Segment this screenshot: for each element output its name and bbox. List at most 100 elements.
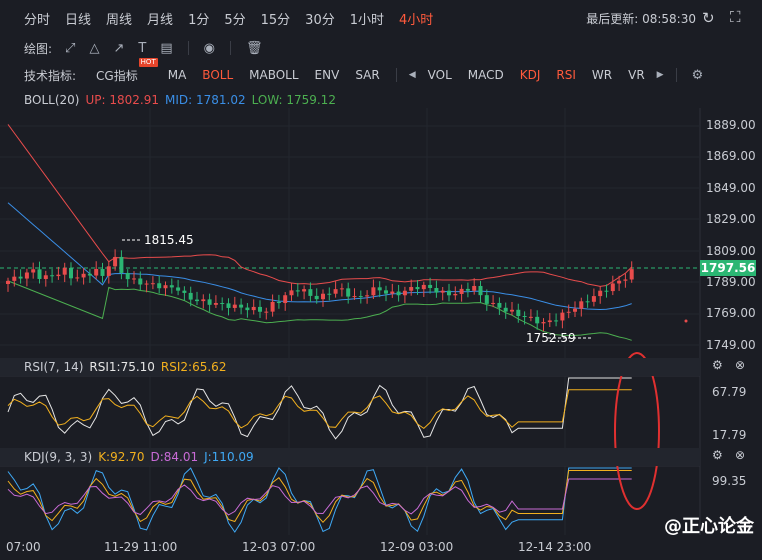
candle-body [472,285,477,291]
refresh-icon[interactable]: ↻ [702,9,715,27]
period-tab[interactable]: 周线 [106,12,133,28]
time-label: 11-29 11:00 [104,540,178,554]
candle-body [182,290,187,293]
candle-body [37,269,42,279]
candle-body [125,272,130,280]
candle-body [289,290,294,296]
kdj-legend: KDJ(9, 3, 3) K:92.70 D:84.01 J:110.09 [0,448,700,466]
fullscreen-icon[interactable]: ⛶ [730,8,741,26]
period-tab[interactable]: 分时 [24,12,51,28]
rsi-settings-icon[interactable]: ⚙ [712,358,723,372]
candle-body [585,301,590,303]
candle-body [491,302,496,304]
indicator-boll[interactable]: BOLL [202,68,234,82]
boll-upper-line [7,124,633,287]
arrow-tool-icon[interactable]: ↗ [113,40,125,56]
indicator-cg[interactable]: CG指标 HOT [96,57,158,83]
divider [187,41,189,55]
indicator-vr[interactable]: VR [628,68,645,82]
candle-body [169,285,174,288]
candle-body [358,296,363,298]
candle-body [50,275,55,277]
candle-body [497,302,502,308]
price-chart[interactable] [0,0,762,535]
candle-body [232,304,237,308]
candle-body [510,309,514,312]
indicator-vol[interactable]: VOL [427,68,452,82]
kdj-j-line [7,467,632,533]
candle-body [56,274,61,277]
text-tool-icon[interactable]: T [138,40,147,56]
trash-icon[interactable]: 🗑 [245,40,263,56]
low-price-label: 1752.59 [526,331,576,345]
indicator-sar[interactable]: SAR [355,68,380,82]
period-tab[interactable]: 1小时 [349,12,384,28]
candle-body [384,290,388,294]
indicator-kdj[interactable]: KDJ [519,68,541,82]
boll-up: UP: 1802.91 [85,93,159,107]
candle-body [207,299,212,305]
scroll-right-icon[interactable]: ▶ [656,70,664,80]
settings-icon[interactable]: ⚙ [691,67,704,83]
candle-body [610,283,615,292]
rsi2-value: RSI2:65.62 [160,360,227,374]
kdj-d-line [7,478,632,516]
draw-toolbar: 绘图: ⤢ △ ↗ T ▤ ◉ 🗑 [0,36,762,60]
time-label: 07:00 [6,540,41,554]
triangle-tool-icon[interactable]: △ [89,40,100,56]
kdj-settings-icon[interactable]: ⚙ [712,448,723,462]
candle-body [18,276,23,279]
period-tab[interactable]: 1分 [188,12,210,28]
candle-body [295,290,300,292]
candle-body [188,292,193,300]
candle-body [478,285,483,296]
period-tab[interactable]: 月线 [147,12,174,28]
indicator-env[interactable]: ENV [314,68,340,82]
time-label: 12-14 23:00 [518,540,592,554]
candle-body [346,288,351,297]
rsi1-line [7,377,632,440]
candle-body [150,283,155,285]
candle-body [314,295,319,300]
candle-body [239,304,244,308]
candle-body [390,291,395,294]
indicator-rsi[interactable]: RSI [556,68,576,82]
rsi-close-icon[interactable]: ⊗ [735,358,746,372]
candle-body [541,322,546,324]
candle-body [447,290,451,296]
ruler-tool-icon[interactable]: ▤ [160,40,173,56]
kdj-title: KDJ(9, 3, 3) [24,450,93,464]
rsi2-line [7,389,632,430]
boll-bands [7,124,633,341]
rsi-axis-label: 17.79 [712,428,747,442]
eye-icon[interactable]: ◉ [203,40,215,56]
boll-title: BOLL(20) [24,93,80,107]
hot-badge: HOT [138,57,158,67]
period-tab[interactable]: 30分 [305,12,335,28]
period-tab[interactable]: 15分 [260,12,291,28]
period-tab[interactable]: 日线 [65,12,92,28]
candle-body [333,289,338,294]
period-tab-active[interactable]: 4小时 [399,12,434,28]
indicator-macd[interactable]: MACD [467,68,504,82]
scroll-left-icon[interactable]: ◀ [408,70,416,80]
line-tool-icon[interactable]: ⤢ [65,40,76,56]
candle-body [484,295,489,304]
kdj-close-icon[interactable]: ⊗ [735,448,746,462]
price-axis-label: 1869.00 [706,149,756,164]
candle-body [402,290,407,296]
candle-body [440,290,445,293]
divider [675,68,677,82]
candle-body [31,269,36,273]
indicator-maboll[interactable]: MABOLL [249,68,299,82]
price-axis-label: 1829.00 [706,212,756,227]
candle-body [264,311,269,313]
boll-low: LOW: 1759.12 [251,93,336,107]
last-update-time: 最后更新: 08:58:30 [586,12,696,26]
candle-body [226,303,231,308]
indicator-ma[interactable]: MA [167,68,187,82]
candle-body [6,280,10,284]
candle-body [302,289,307,292]
period-tab[interactable]: 5分 [224,12,246,28]
indicator-wr[interactable]: WR [591,68,613,82]
